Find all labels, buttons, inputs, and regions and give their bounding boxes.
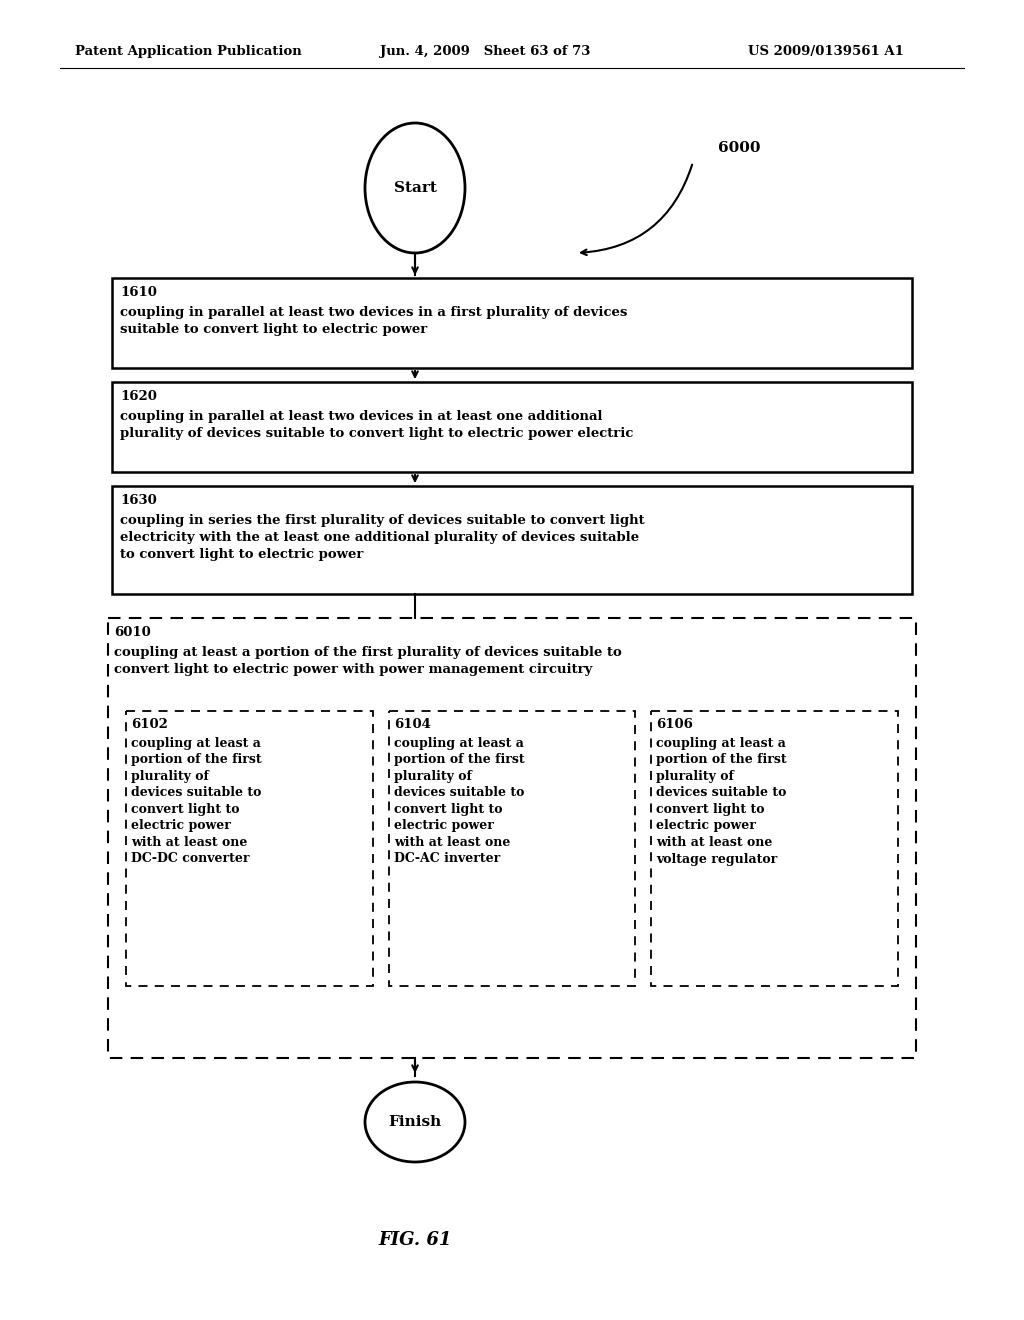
Text: coupling at least a
portion of the first
plurality of
devices suitable to
conver: coupling at least a portion of the first… (393, 737, 524, 866)
Text: Start: Start (393, 181, 436, 195)
Text: 1620: 1620 (120, 389, 157, 403)
Text: Finish: Finish (388, 1115, 441, 1129)
Bar (108, 618, 916, 1059)
Text: 1610: 1610 (120, 286, 157, 300)
Text: 6104: 6104 (393, 718, 430, 731)
Text: FIG. 61: FIG. 61 (378, 1232, 452, 1249)
Text: 6106: 6106 (656, 718, 693, 731)
Bar (112, 381, 912, 473)
Text: coupling in parallel at least two devices in at least one additional
plurality o: coupling in parallel at least two device… (120, 411, 634, 440)
Bar (112, 279, 912, 368)
Bar (112, 486, 912, 594)
Text: coupling in parallel at least two devices in a first plurality of devices
suitab: coupling in parallel at least two device… (120, 306, 628, 337)
Text: 6102: 6102 (131, 718, 168, 731)
Text: coupling at least a portion of the first plurality of devices suitable to
conver: coupling at least a portion of the first… (114, 645, 622, 676)
Text: coupling in series the first plurality of devices suitable to convert light
elec: coupling in series the first plurality o… (120, 513, 645, 561)
Text: coupling at least a
portion of the first
plurality of
devices suitable to
conver: coupling at least a portion of the first… (656, 737, 787, 866)
Text: 6010: 6010 (114, 626, 151, 639)
Text: US 2009/0139561 A1: US 2009/0139561 A1 (748, 45, 904, 58)
Bar (389, 711, 635, 986)
Bar (126, 711, 373, 986)
Text: coupling at least a
portion of the first
plurality of
devices suitable to
conver: coupling at least a portion of the first… (131, 737, 261, 866)
Text: 6000: 6000 (718, 141, 761, 154)
Text: 1630: 1630 (120, 494, 157, 507)
Text: Jun. 4, 2009   Sheet 63 of 73: Jun. 4, 2009 Sheet 63 of 73 (380, 45, 591, 58)
Bar (651, 711, 898, 986)
Text: Patent Application Publication: Patent Application Publication (75, 45, 302, 58)
